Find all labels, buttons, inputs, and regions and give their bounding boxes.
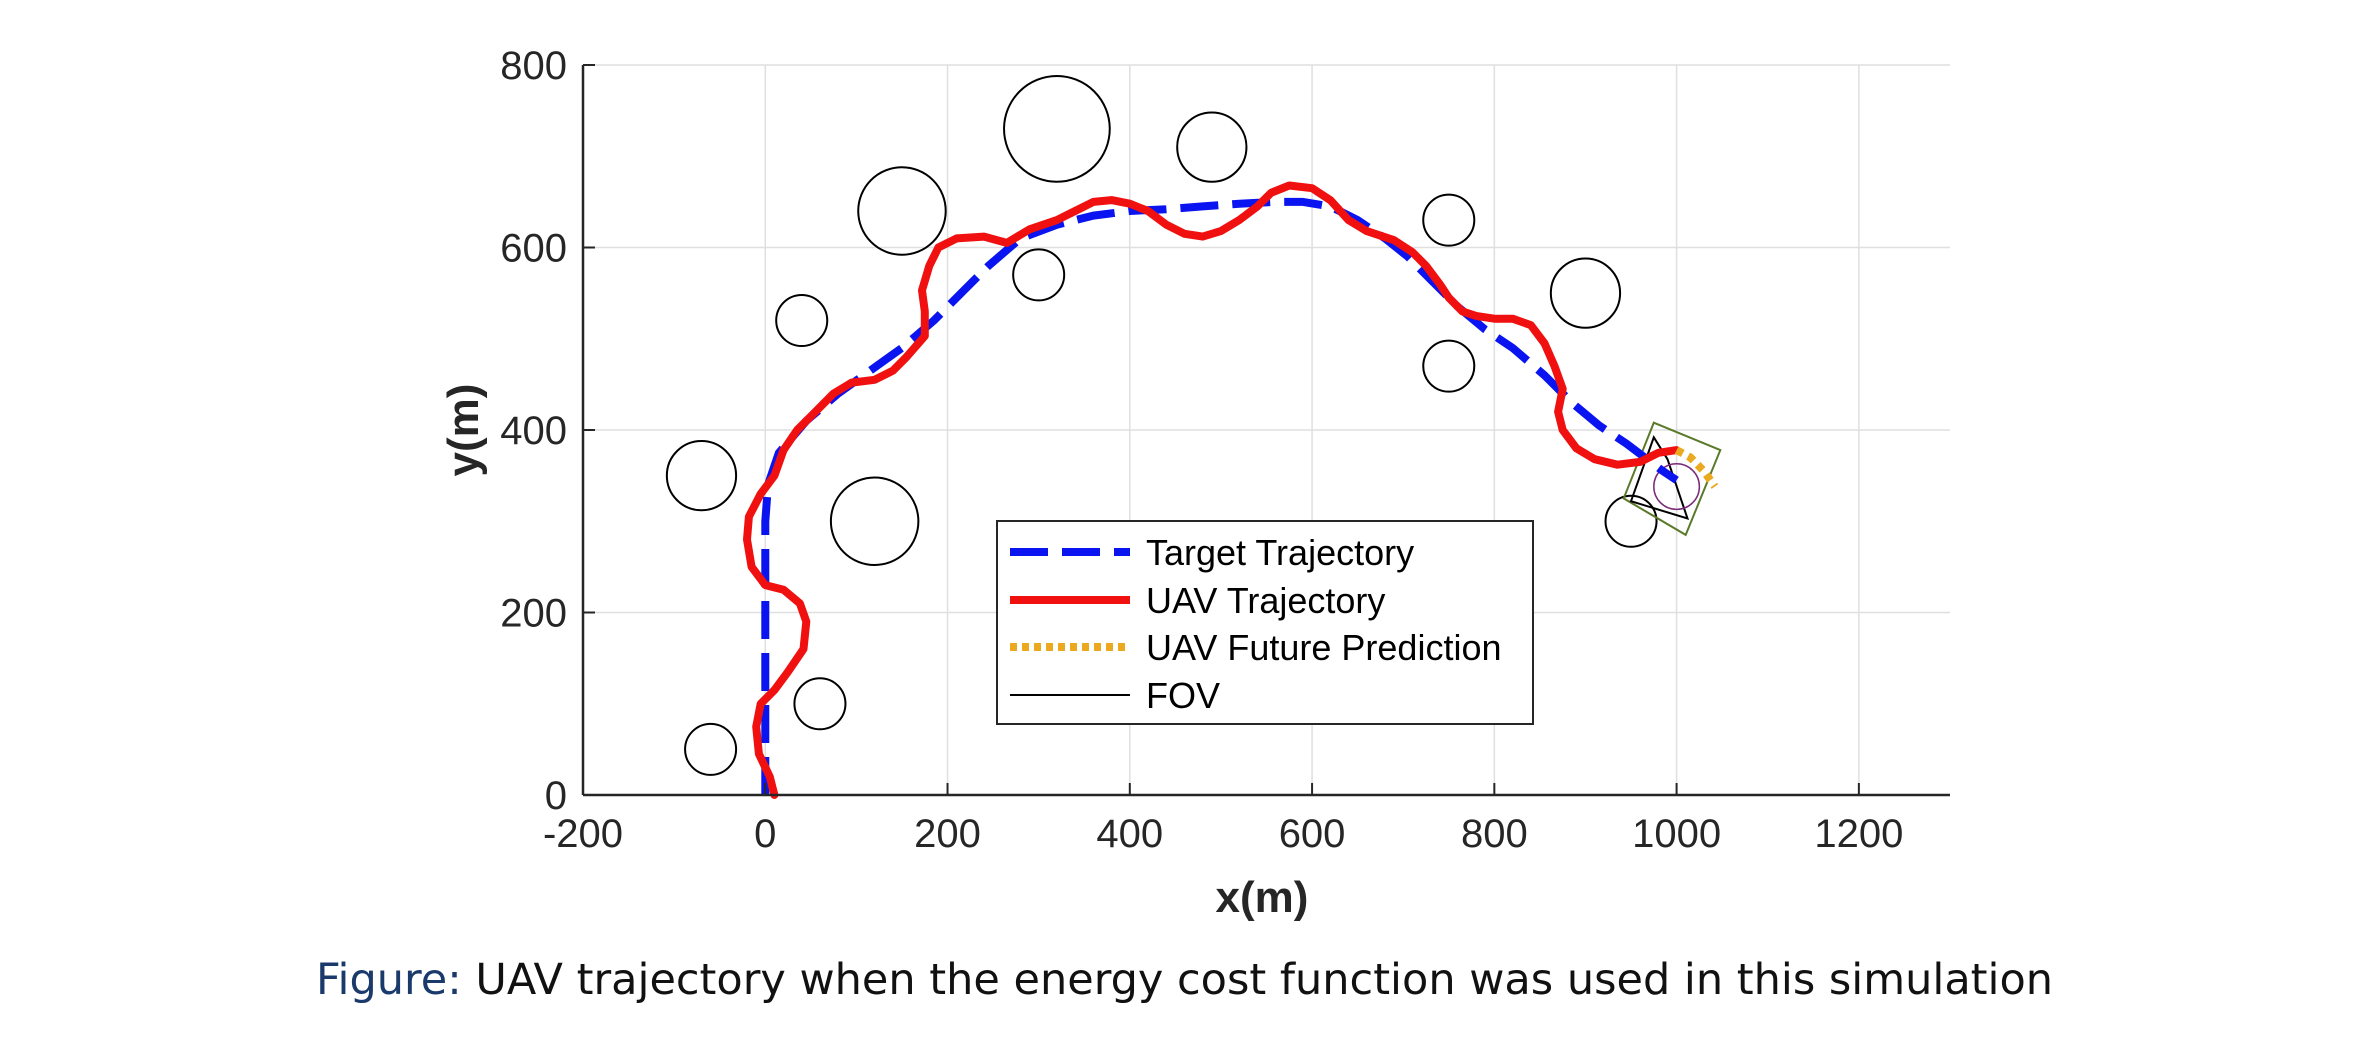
figure-caption: Figure: UAV trajectory when the energy c…	[0, 955, 2369, 1005]
obstacle-circle	[1604, 494, 1658, 548]
caption-label: Figure:	[315, 955, 462, 1005]
fov-arc	[1653, 463, 1701, 511]
obstacle-circle	[665, 439, 738, 512]
legend-label-uav: UAV Trajectory	[1146, 580, 1385, 621]
obstacle-circle	[857, 166, 947, 256]
x-tick-label: 200	[914, 812, 981, 856]
caption-text: UAV trajectory when the energy cost func…	[461, 955, 2054, 1005]
y-tick-label: 400	[500, 409, 567, 453]
x-tick-label: 1200	[1814, 812, 1903, 856]
y-tick-label: 0	[545, 774, 567, 818]
obstacle-circle	[793, 677, 847, 731]
legend-label-target: Target Trajectory	[1146, 532, 1414, 573]
legend-label-prediction: UAV Future Prediction	[1146, 627, 1501, 668]
x-axis-title: x(m)	[1216, 873, 1309, 922]
x-tick-label: 600	[1279, 812, 1346, 856]
x-tick-label: 400	[1096, 812, 1163, 856]
x-tick-label: 0	[754, 812, 776, 856]
obstacle-circle	[1176, 111, 1248, 183]
y-axis-title: y(m)	[439, 384, 488, 477]
obstacle-circle	[1012, 248, 1066, 302]
x-tick-label: 800	[1461, 812, 1528, 856]
y-tick-label: 600	[500, 227, 567, 271]
obstacle-circle	[1422, 339, 1476, 393]
fov-outer-quad	[1622, 421, 1722, 537]
obstacle-circle	[1003, 75, 1111, 183]
legend: Target Trajectory UAV Trajectory UAV Fut…	[996, 520, 1534, 725]
series	[743, 181, 1722, 799]
x-tick-label: -200	[543, 812, 623, 856]
legend-label-fov: FOV	[1146, 675, 1220, 716]
uav-prediction-line	[1674, 446, 1719, 489]
uav-trajectory-line	[743, 181, 1681, 799]
obstacles	[665, 75, 1658, 776]
x-tick-label: 1000	[1632, 812, 1721, 856]
obstacle-circle	[775, 293, 829, 348]
obstacle-circle	[1549, 257, 1622, 329]
obstacle-circle	[829, 476, 920, 566]
fov-inner-quad	[1629, 435, 1690, 521]
y-tick-label: 200	[500, 592, 567, 636]
obstacle-circle	[1422, 193, 1476, 247]
obstacle-circle	[684, 722, 738, 776]
y-tick-label: 800	[500, 44, 567, 88]
